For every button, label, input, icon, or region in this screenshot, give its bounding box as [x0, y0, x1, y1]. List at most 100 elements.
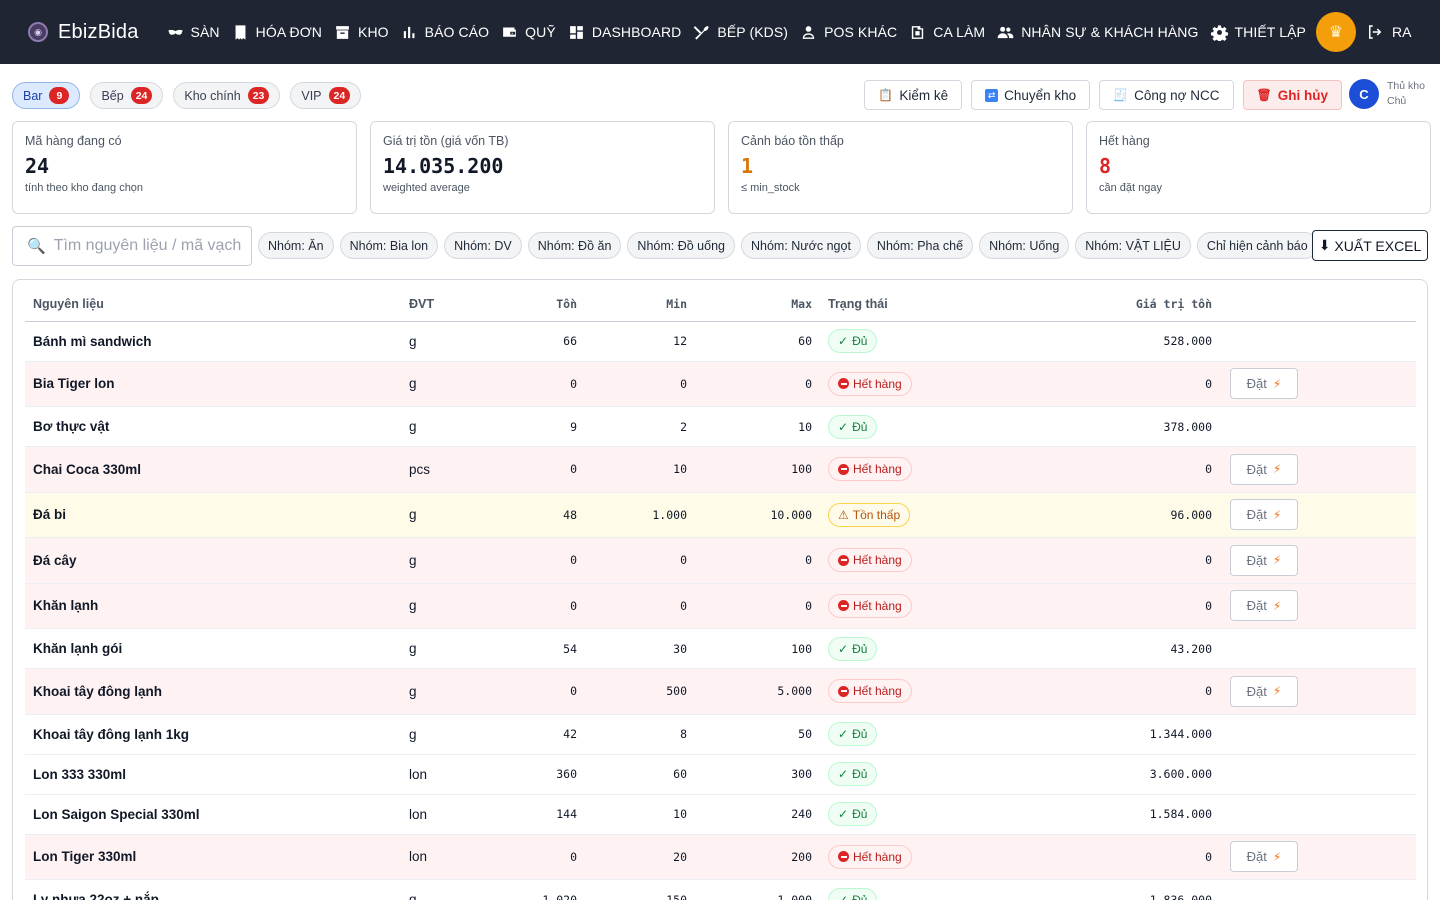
order-button[interactable]: Đặt ⚡ [1230, 675, 1298, 707]
col-header-name[interactable]: Nguyên liệu [25, 287, 401, 322]
cell-status: Hết hàng [820, 668, 1020, 715]
user-chip[interactable]: C Thủ kho Chủ [1349, 79, 1425, 109]
col-header-stock[interactable]: Tồn [491, 287, 585, 322]
table-row[interactable]: Khăn lạnh gói g 54 30 100 ✓ Đủ 43.200 [25, 628, 1416, 669]
table-row[interactable]: Khăn lạnh g 0 0 0 Hết hàng 0 Đặt ⚡ [25, 583, 1416, 629]
nav-item-7[interactable]: POS KHÁC [800, 24, 897, 41]
order-button[interactable]: Đặt ⚡ [1230, 499, 1298, 531]
order-button[interactable]: Đặt ⚡ [1230, 453, 1298, 485]
count-badge: 23 [247, 87, 270, 104]
table-row[interactable]: Khoai tây đông lạnh 1kg g 42 8 50 ✓ Đủ 1.… [25, 714, 1416, 755]
col-header-unit[interactable]: ĐVT [401, 287, 491, 322]
supplier-debt-button[interactable]: 🧾 Công nợ NCC [1099, 80, 1234, 110]
table-row[interactable]: Lon 333 330ml lon 360 60 300 ✓ Đủ 3.600.0… [25, 754, 1416, 795]
col-header-status[interactable]: Trạng thái [820, 287, 1020, 322]
cell-value: 378.000 [1020, 406, 1220, 447]
col-header-value[interactable]: Giá trị tồn [1020, 287, 1220, 322]
table-row[interactable]: Khoai tây đông lạnh g 0 500 5.000 Hết hà… [25, 668, 1416, 715]
cell-unit: g [401, 879, 491, 900]
user-role: Thủ kho [1387, 80, 1425, 92]
logout-label: RA [1391, 24, 1412, 40]
lightning-icon: ⚡ [1272, 507, 1282, 522]
order-label: Đặt [1246, 552, 1267, 568]
nav-item-4[interactable]: QUỸ [501, 24, 556, 41]
stat-label: Hết hàng [1099, 134, 1150, 148]
cell-value: 1.344.000 [1020, 714, 1220, 755]
cell-status: ✓ Đủ [820, 628, 1020, 669]
transfer-button[interactable]: ⇄ Chuyển kho [971, 80, 1091, 110]
export-label: XUẤT EXCEL [1334, 237, 1422, 254]
filter-chip-5[interactable]: Nhóm: Nước ngọt [740, 232, 861, 259]
filter-chip-6[interactable]: Nhóm: Pha chế [866, 232, 974, 259]
search-box[interactable]: 🔍 [12, 226, 252, 266]
nav-item-9[interactable]: NHÂN SỰ & KHÁCH HÀNG [997, 24, 1198, 41]
nav-item-8[interactable]: CA LÀM [909, 24, 985, 41]
nav-item-6[interactable]: BẾP (KDS) [693, 24, 788, 41]
warehouse-tab-3[interactable]: VIP 24 [290, 82, 362, 109]
order-button[interactable]: Đặt ⚡ [1230, 544, 1298, 576]
table-row[interactable]: Đá cây g 0 0 0 Hết hàng 0 Đặt ⚡ [25, 537, 1416, 584]
crown-avatar-icon[interactable]: ♛ [1315, 12, 1356, 52]
cell-max: 1.000 [695, 879, 820, 900]
col-header-min[interactable]: Min [585, 287, 695, 322]
export-excel-button[interactable]: ⬇ XUẤT EXCEL [1312, 230, 1428, 261]
nav-item-3[interactable]: BÁO CÁO [401, 24, 490, 41]
brand[interactable]: ◉ EbizBida [28, 21, 139, 44]
nav-item-0[interactable]: SÀN [167, 24, 220, 41]
bar-chart-icon [401, 24, 418, 41]
table-row[interactable]: Chai Coca 330ml pcs 0 10 100 Hết hàng 0 … [25, 446, 1416, 493]
warehouse-tab-0[interactable]: Bar 9 [12, 82, 81, 109]
ledger-icon: 🧾 [1113, 88, 1129, 102]
stat-subtext: ≤ min_stock [741, 182, 800, 194]
stat-value: 24 [25, 154, 50, 178]
filter-chip-7[interactable]: Nhóm: Uống [979, 232, 1070, 259]
table-header-row: Nguyên liệu ĐVT Tồn Min Max Trạng thái G… [25, 287, 1416, 322]
order-button[interactable]: Đặt ⚡ [1230, 368, 1298, 400]
cell-name: Khăn lạnh gói [25, 628, 401, 669]
cell-value: 1.584.000 [1020, 794, 1220, 835]
nav-item-label: THIẾT LẬP [1234, 24, 1306, 40]
order-button[interactable]: Đặt ⚡ [1230, 841, 1298, 873]
status-label: Đủ [852, 767, 868, 781]
warehouse-tab-label: VIP [301, 88, 322, 103]
order-label: Đặt [1246, 598, 1267, 614]
order-button[interactable]: Đặt ⚡ [1230, 590, 1298, 622]
cell-action [1220, 714, 1416, 755]
cell-unit: g [401, 583, 491, 629]
nav-item-1[interactable]: HÓA ĐƠN [232, 24, 322, 41]
status-badge: Hết hàng [828, 593, 912, 618]
write-off-button[interactable]: 🗑 Ghi hủy [1242, 80, 1342, 110]
nav-item-2[interactable]: KHO [334, 24, 389, 41]
nav-item-5[interactable]: DASHBOARD [568, 24, 682, 41]
filter-chip-2[interactable]: Nhóm: DV [444, 232, 522, 259]
search-input[interactable] [53, 237, 244, 255]
filter-chip-8[interactable]: Nhóm: VẬT LIỆU [1075, 232, 1191, 259]
filter-chip-3[interactable]: Nhóm: Đồ ăn [527, 232, 622, 259]
filter-chip-4[interactable]: Nhóm: Đồ uống [627, 232, 735, 259]
table-row[interactable]: Bơ thực vật g 9 2 10 ✓ Đủ 378.000 [25, 406, 1416, 447]
logout-button[interactable]: RA [1366, 23, 1411, 41]
status-label: Đủ [852, 807, 868, 821]
people-icon [997, 24, 1014, 41]
table-row[interactable]: Ly nhựa 22oz + nắp g 1.020 150 1.000 ✓ Đủ… [25, 879, 1416, 900]
table-row[interactable]: Đá bi g 48 1.000 10.000 ⚠ Tồn thấp 96.000… [25, 492, 1416, 538]
table-row[interactable]: Bia Tiger lon g 0 0 0 Hết hàng 0 Đặt ⚡ [25, 361, 1416, 407]
order-label: Đặt [1246, 461, 1267, 477]
table-row[interactable]: Lon Saigon Special 330ml lon 144 10 240 … [25, 794, 1416, 835]
filter-chip-1[interactable]: Nhóm: Bia lon [339, 232, 439, 259]
nav-item-label: BẾP (KDS) [717, 24, 789, 40]
stocktake-button[interactable]: 📋 Kiểm kê [864, 80, 963, 110]
check-icon: ✓ [838, 727, 849, 741]
filter-chip-9[interactable]: Chỉ hiện cảnh báo [1196, 232, 1318, 259]
col-header-max[interactable]: Max [695, 287, 820, 322]
warehouse-tab-1[interactable]: Bếp 24 [90, 82, 164, 109]
table-row[interactable]: Lon Tiger 330ml lon 0 20 200 Hết hàng 0 … [25, 834, 1416, 880]
table-row[interactable]: Bánh mì sandwich g 66 12 60 ✓ Đủ 528.000 [25, 321, 1416, 362]
filter-chip-0[interactable]: Nhóm: Ăn [258, 232, 334, 259]
col-header-action [1220, 287, 1416, 322]
cell-name: Ly nhựa 22oz + nắp [25, 879, 401, 900]
cell-unit: pcs [401, 446, 491, 493]
nav-item-10[interactable]: THIẾT LẬP [1210, 24, 1306, 41]
warehouse-tab-2[interactable]: Kho chính 23 [173, 82, 281, 109]
cell-max: 10 [695, 406, 820, 447]
